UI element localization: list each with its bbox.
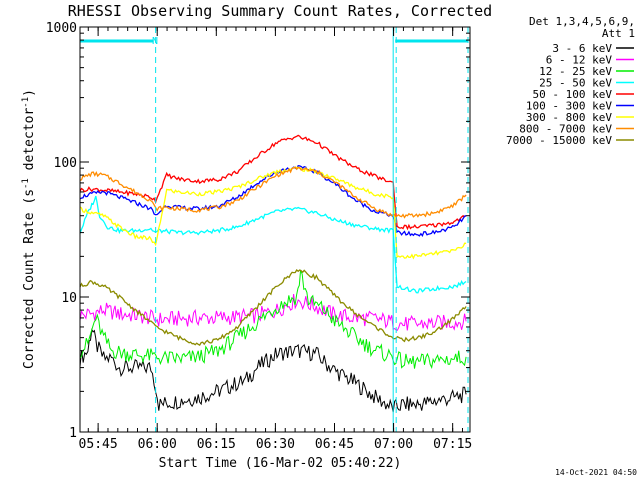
attenuator-state-label: N — [152, 36, 158, 47]
x-axis: 05:45 06:00 06:15 06:30 06:45 07:00 07:15 — [79, 27, 472, 452]
y-tick-label: 1 — [69, 426, 77, 441]
y-tick-label: 1000 — [46, 21, 77, 36]
x-tick-label: 06:45 — [315, 437, 354, 452]
series-line-12-25keV — [79, 269, 467, 369]
series-line-3-6keV — [79, 328, 467, 413]
x-tick-label: 06:30 — [256, 437, 295, 452]
legend-entry-label: 7000 - 15000 keV — [506, 134, 612, 147]
legend-entry-label: 12 - 25 keV — [539, 65, 612, 78]
series-line-100-300keV — [79, 164, 467, 238]
series-line-6-12keV — [79, 294, 467, 331]
series-group — [79, 134, 467, 413]
x-tick-label: 07:15 — [433, 437, 472, 452]
legend-header-line2: Att 1 — [602, 27, 635, 40]
legend-entry-label: 300 - 800 keV — [526, 111, 612, 124]
legend-entry-label: 6 - 12 keV — [546, 54, 613, 67]
x-tick-label: 07:00 — [374, 437, 413, 452]
chart-title: RHESSI Observing Summary Count Rates, Co… — [68, 2, 492, 20]
legend-entry-label: 25 - 50 keV — [539, 77, 612, 90]
x-axis-label: Start Time (16-Mar-02 05:40:22) — [159, 456, 402, 471]
series-line-800-7000keV — [79, 166, 467, 219]
legend-entry-label: 3 - 6 keV — [552, 42, 612, 55]
plot-area: N — [79, 26, 471, 433]
y-tick-label: 100 — [54, 156, 77, 171]
legend-entry-label: 50 - 100 keV — [533, 88, 613, 101]
x-tick-label: 05:45 — [79, 437, 118, 452]
legend-header-line1: Det 1,3,4,5,6,9, — [529, 15, 635, 28]
series-line-25-50keV — [79, 195, 467, 294]
legend-entry-label: 100 - 300 keV — [526, 100, 612, 113]
series-line-300-800keV — [79, 166, 467, 260]
night-markers — [80, 27, 469, 432]
x-tick-label: 06:15 — [197, 437, 236, 452]
y-axis-label: Corrected Count Rate (s-1 detector-1) — [21, 89, 37, 369]
legend-entry-label: 800 - 7000 keV — [519, 123, 612, 136]
legend-header: Det 1,3,4,5,6,9, Att 1 — [529, 15, 635, 40]
x-tick-label: 06:00 — [138, 437, 177, 452]
generated-timestamp: 14-Oct-2021 04:50 — [555, 468, 637, 477]
series-line-7000-15000keV — [79, 269, 467, 346]
y-axis: 1 10 100 1000 — [46, 21, 470, 441]
y-tick-label: 10 — [61, 291, 77, 306]
